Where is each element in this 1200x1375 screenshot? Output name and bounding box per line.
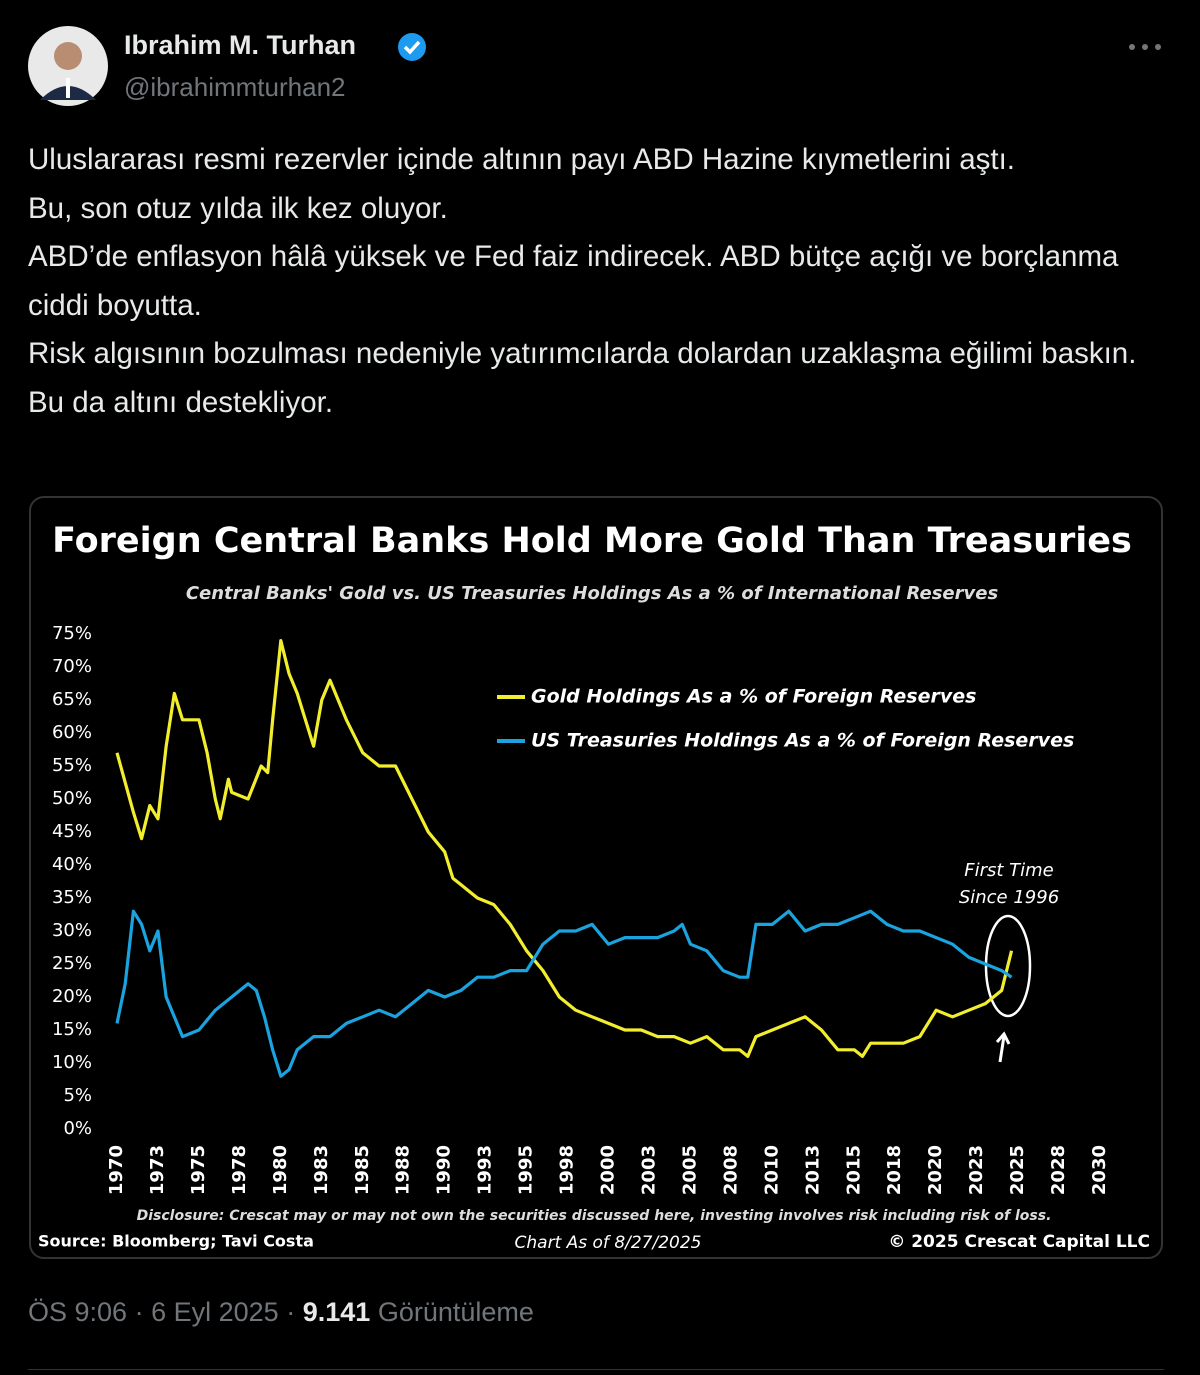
views-label: Görüntüleme xyxy=(377,1297,534,1327)
x-tick-label: 2013 xyxy=(802,1145,823,1195)
chart-date: Chart As of 8/27/2025 xyxy=(515,1233,702,1253)
paragraph: ABD’de enflasyon hâlâ yüksek ve Fed faiz… xyxy=(28,240,1119,322)
y-tick-label: 55% xyxy=(52,755,92,776)
handle[interactable]: @ibrahimmturhan2 xyxy=(124,72,346,102)
display-name[interactable]: Ibrahim M. Turhan xyxy=(124,30,357,60)
avatar[interactable] xyxy=(14,12,124,122)
chart: Foreign Central Banks Hold More Gold Tha… xyxy=(29,496,1163,1259)
x-tick-label: 1983 xyxy=(311,1145,332,1195)
x-tick-label: 2023 xyxy=(966,1145,987,1195)
y-tick-label: 0% xyxy=(63,1118,92,1139)
separator: · xyxy=(286,1297,296,1327)
y-tick-label: 20% xyxy=(52,986,92,1007)
chart-frame xyxy=(29,496,1163,1259)
x-tick-label: 1990 xyxy=(434,1145,455,1195)
x-tick-label: 2000 xyxy=(598,1145,619,1195)
copyright: © 2025 Crescat Capital LLC xyxy=(888,1232,1150,1252)
legend-label: Gold Holdings As a % of Foreign Reserves xyxy=(531,686,976,708)
x-tick-label: 2030 xyxy=(1089,1145,1110,1195)
y-tick-label: 50% xyxy=(52,788,92,809)
x-tick-label: 2015 xyxy=(843,1145,864,1195)
y-tick-label: 25% xyxy=(52,953,92,974)
chart-title: Foreign Central Banks Hold More Gold Tha… xyxy=(52,521,1132,561)
x-tick-label: 2020 xyxy=(925,1145,946,1195)
disclosure: Disclosure: Crescat may or may not own t… xyxy=(137,1208,1052,1224)
y-tick-label: 75% xyxy=(52,623,92,644)
separator: · xyxy=(134,1297,144,1327)
more-menu[interactable] xyxy=(1126,41,1166,53)
paragraph: Risk algısının bozulması nedeniyle yatır… xyxy=(28,337,1137,419)
arrow xyxy=(995,1031,1011,1063)
y-tick-label: 10% xyxy=(52,1052,92,1073)
y-tick-label: 70% xyxy=(52,656,92,677)
paragraph: Bu, son otuz yılda ilk kez oluyor. xyxy=(28,191,448,225)
x-tick-label: 2008 xyxy=(720,1145,741,1195)
x-tick-label: 1988 xyxy=(393,1145,414,1195)
x-tick-label: 1978 xyxy=(229,1145,250,1195)
y-tick-label: 65% xyxy=(52,689,92,710)
legend-label: US Treasuries Holdings As a % of Foreign… xyxy=(531,730,1074,752)
x-tick-label: 2005 xyxy=(679,1145,700,1195)
data-line xyxy=(115,639,1014,1058)
annotation: Since 1996 xyxy=(959,887,1059,908)
tweet-text: Uluslararası resmi rezervler içinde altı… xyxy=(28,136,1153,427)
x-tick-label: 2018 xyxy=(884,1145,905,1195)
x-tick-label: 1970 xyxy=(106,1145,127,1195)
x-tick-label: 1980 xyxy=(270,1145,291,1195)
x-tick-label: 2003 xyxy=(638,1145,659,1195)
x-tick-label: 1975 xyxy=(188,1145,209,1195)
time[interactable]: ÖS 9:06 xyxy=(28,1297,128,1327)
y-tick-label: 45% xyxy=(52,821,92,842)
tweet-meta: ÖS 9:06 · 6 Eyl 2025 · 9.141 Görüntüleme xyxy=(28,1297,534,1328)
x-tick-label: 1995 xyxy=(516,1145,537,1195)
x-tick-label: 2025 xyxy=(1007,1145,1028,1195)
data-line xyxy=(115,909,1013,1078)
divider xyxy=(28,1369,1164,1370)
y-tick-label: 35% xyxy=(52,887,92,908)
view-count: 9.141 xyxy=(302,1297,371,1327)
annotation: First Time xyxy=(964,860,1054,881)
date[interactable]: 6 Eyl 2025 xyxy=(151,1297,279,1327)
x-tick-label: 1993 xyxy=(475,1145,496,1195)
y-tick-label: 5% xyxy=(63,1085,92,1106)
verified-badge xyxy=(398,33,426,61)
x-tick-label: 2010 xyxy=(761,1145,782,1195)
x-tick-label: 1973 xyxy=(147,1145,168,1195)
x-tick-label: 1985 xyxy=(352,1145,373,1195)
paragraph: Uluslararası resmi rezervler içinde altı… xyxy=(28,143,1015,176)
x-tick-label: 1998 xyxy=(557,1145,578,1195)
y-tick-label: 40% xyxy=(52,854,92,875)
y-tick-label: 15% xyxy=(52,1019,92,1040)
y-tick-label: 30% xyxy=(52,920,92,941)
source: Source: Bloomberg; Tavi Costa xyxy=(38,1232,314,1251)
x-tick-label: 2028 xyxy=(1048,1145,1069,1195)
chart-subtitle: Central Banks' Gold vs. US Treasuries Ho… xyxy=(186,583,999,604)
y-tick-label: 60% xyxy=(52,722,92,743)
